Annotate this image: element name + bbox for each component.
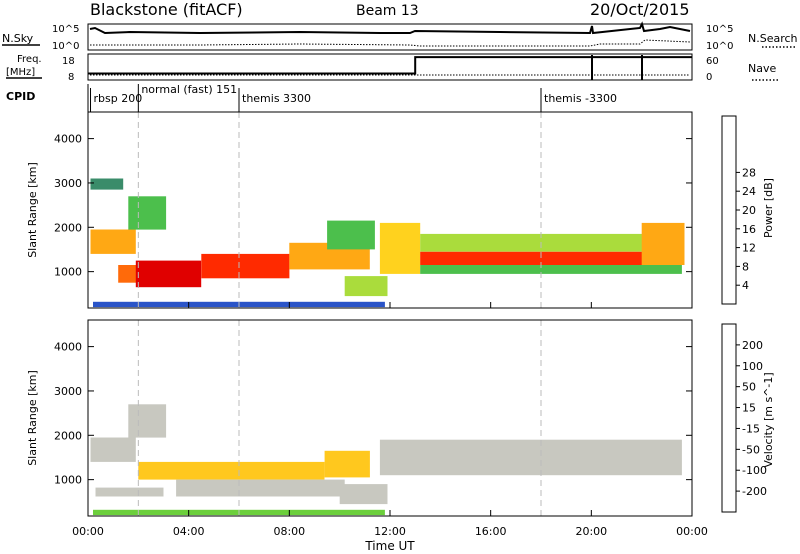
nsky-label: N.Sky: [2, 32, 34, 45]
velocity-ylabel: Slant Range [km]: [26, 370, 39, 466]
freq-tick-top: 18: [62, 56, 75, 67]
ytick-label: 4000: [54, 133, 82, 146]
nsearch-trace: [90, 39, 691, 47]
nsky-tick-bottom: 10^0: [52, 41, 79, 52]
nsearch-tick-top: 10^5: [706, 24, 733, 35]
colorbar-tick-label: 8: [742, 260, 749, 273]
station-title: Blackstone (fitACF): [90, 0, 243, 19]
xtick-label: 00:00: [72, 525, 104, 538]
data-cell: [420, 265, 682, 274]
nsearch-tick-bottom: 10^0: [706, 41, 733, 52]
colorbar-tick-label: -200: [742, 485, 767, 498]
xtick-label: 16:00: [475, 525, 507, 538]
power-yticks: 1000 2000 3000 4000: [54, 133, 692, 279]
data-cell: [90, 178, 124, 190]
cpid-event-label: themis -3300: [544, 92, 617, 105]
velocity-yticks: 1000 2000 3000 4000: [54, 341, 692, 487]
data-cell: [135, 260, 202, 288]
cpid-label: CPID: [6, 90, 35, 103]
freq-label-1: Freq.: [17, 54, 42, 65]
ytick-label: 3000: [54, 385, 82, 398]
colorbar-frame: [721, 323, 737, 513]
xtick-label: 12:00: [374, 525, 406, 538]
nsearch-label: N.Search: [748, 32, 798, 45]
xtick-label: 20:00: [575, 525, 607, 538]
power-panel: 1000 2000 3000 4000 Slant Range [km] 4 8 12 16…: [26, 111, 775, 309]
ytick-label: 2000: [54, 221, 82, 234]
data-cell: [176, 479, 345, 497]
colorbar-tick-label: -15: [742, 422, 760, 435]
velocity-colorbar-label: Velocity [m s^-1]: [762, 372, 775, 467]
x-axis-label: Time UT: [364, 539, 415, 553]
data-cell: [128, 196, 167, 230]
nave-label: Nave: [748, 62, 776, 75]
velocity-colorbar: 200 100 50 15 -15 -50 -100 -200: [721, 323, 767, 513]
colorbar-frame: [721, 115, 737, 305]
ytick-label: 3000: [54, 177, 82, 190]
data-cell: [138, 461, 325, 480]
power-cells: [90, 178, 685, 308]
colorbar-tick-label: 15: [742, 402, 756, 415]
velocity-gridlines: [137, 320, 542, 516]
nsky-panel: N.Sky 10^5 10^0 10^5 10^0 N.Search: [2, 21, 798, 52]
colorbar-tick-label: 16: [742, 223, 756, 236]
nave-tick-top: 60: [706, 56, 719, 67]
data-cell: [344, 276, 388, 297]
data-cell: [420, 251, 682, 265]
data-cell: [90, 229, 136, 254]
data-cell: [324, 450, 370, 478]
data-cell: [641, 222, 685, 265]
time-axis: 00:00 04:00 08:00 12:00 16:00 20:00 00:00: [72, 302, 708, 538]
data-cell: [339, 484, 388, 505]
velocity-panel: 1000 2000 3000 4000 Slant Range [km] 200 100…: [26, 319, 775, 517]
nave-tick-bottom: 0: [706, 72, 712, 83]
colorbar-tick-label: 24: [742, 185, 756, 198]
velocity-colorbar-label-text: Velocity [m s^-1]: [762, 372, 775, 467]
cpid-event-label: rbsp 200: [94, 92, 143, 105]
cpid-event-label: themis 3300: [242, 92, 311, 105]
data-cell: [327, 220, 375, 250]
xtick-label: 04:00: [173, 525, 205, 538]
colorbar-tick-label: -100: [742, 464, 767, 477]
colorbar-tick-label: 4: [742, 279, 749, 292]
ytick-label: 4000: [54, 341, 82, 354]
data-cell: [379, 222, 421, 274]
freq-tick-bottom: 8: [68, 72, 74, 83]
colorbar-tick-label: 50: [742, 381, 756, 394]
date-title: 20/Oct/2015: [590, 0, 690, 19]
ytick-label: 1000: [54, 474, 82, 487]
data-cell: [95, 487, 164, 497]
ytick-label: 1000: [54, 266, 82, 279]
colorbar-tick-label: -50: [742, 443, 760, 456]
power-colorbar: 4 8 12 16 20 24 28: [721, 115, 756, 305]
data-cell: [90, 437, 136, 462]
xtick-label: 08:00: [273, 525, 305, 538]
data-cell: [128, 404, 167, 438]
cpid-event-label: normal (fast) 151: [141, 83, 237, 96]
freq-label-2: [MHz]: [6, 67, 35, 78]
ytick-label: 2000: [54, 429, 82, 442]
nsky-tick-top: 10^5: [52, 24, 79, 35]
power-gridlines: [137, 112, 542, 308]
colorbar-tick-label: 20: [742, 204, 756, 217]
beam-title: Beam 13: [356, 3, 419, 19]
freq-panel: Freq. [MHz] 18 8 60 0 Nave: [6, 53, 780, 83]
colorbar-tick-label: 12: [742, 242, 756, 255]
data-cell: [379, 439, 682, 476]
power-colorbar-label: Power [dB]: [762, 178, 775, 238]
xtick-label: 00:00: [676, 525, 708, 538]
colorbar-tick-label: 28: [742, 166, 756, 179]
colorbar-tick-label: 200: [742, 339, 763, 352]
nsky-trace: [89, 21, 691, 35]
freq-trace: [88, 56, 692, 75]
data-cell: [201, 253, 290, 279]
colorbar-tick-label: 100: [742, 360, 763, 373]
data-cell: [420, 233, 682, 252]
power-ylabel: Slant Range [km]: [26, 162, 39, 258]
